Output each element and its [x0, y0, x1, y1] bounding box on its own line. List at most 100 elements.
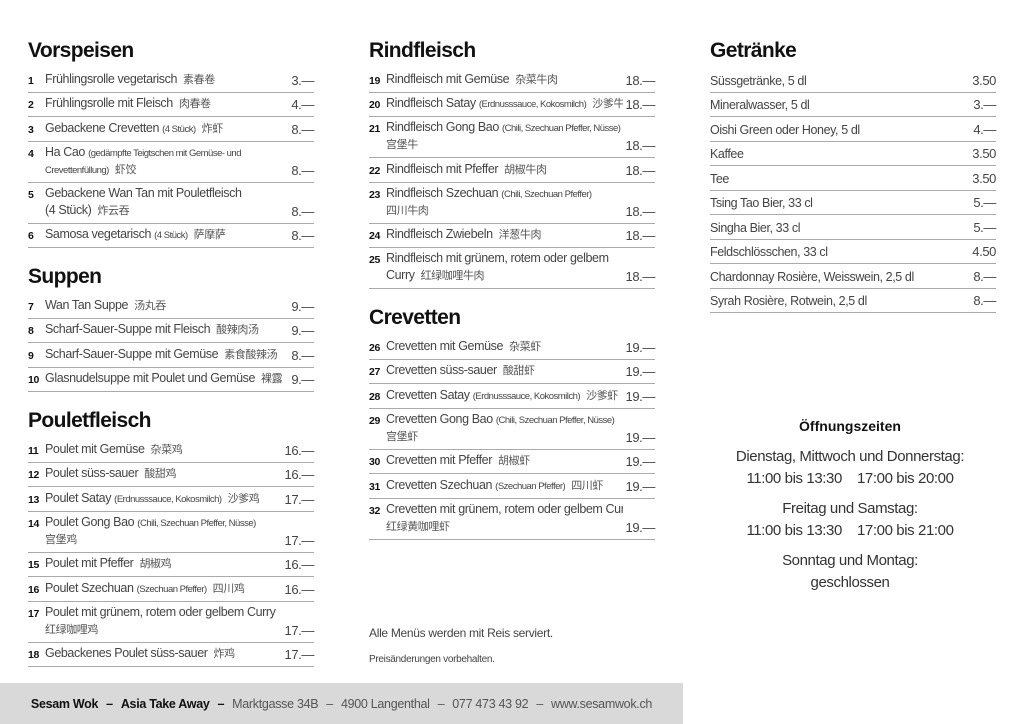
item-number: 25	[369, 254, 380, 266]
item-line: Gebackene Wan Tan mit Pouletfleisch	[45, 185, 282, 202]
item-description: Rindfleisch Szechuan (Chili, Szechuan Pf…	[386, 185, 623, 219]
item-description: Rindfleisch Zwiebeln 洋葱牛肉	[386, 226, 623, 243]
chinese-name: 萨摩萨	[193, 229, 226, 241]
item-price: 9.—	[291, 372, 314, 387]
chinese-name: 素食酸辣汤	[224, 348, 278, 361]
menu-item: 1 Frühlingsrolle vegetarisch 素春卷 3.—	[28, 68, 314, 93]
section-title: Crevetten	[369, 306, 461, 329]
item-price: 8.—	[291, 121, 314, 137]
menu-item: 18 Gebackenes Poulet süss-sauer 炸鸡 17.—	[28, 643, 314, 667]
drink-name: Mineralwasser, 5 dl	[710, 98, 810, 112]
price-note: Preisänderungen vorbehalten.	[369, 654, 495, 665]
item-number: 8	[28, 325, 34, 337]
item-number: 22	[369, 164, 380, 177]
item-price: 8.—	[291, 228, 314, 243]
item-line: Crevetten Satay (Erdnusssauce, Kokosmilc…	[386, 387, 623, 404]
item-line: Poulet süss-sauer 酸甜鸡	[45, 465, 282, 482]
item-description: Wan Tan Suppe 汤丸吞	[45, 297, 282, 314]
menu-item: 27 Crevetten süss-sauer 酸甜虾 19.—	[369, 360, 656, 384]
item-note: (Chili, Szechuan Pfeffer)	[501, 188, 592, 200]
item-description: Crevetten Satay (Erdnusssauce, Kokosmilc…	[386, 387, 623, 404]
menu-item: 26 Crevetten mit Gemüse 杂菜虾 19.—	[369, 335, 655, 360]
drink-name: Feldschlösschen, 33 cl	[710, 245, 828, 259]
menu-item: 11 Poulet mit Gemüse 杂菜鸡 16.—	[28, 438, 314, 463]
item-price: 19.—	[625, 364, 656, 379]
rice-note: Alle Menüs werden mit Reis serviert.	[369, 626, 553, 640]
menu-item: 2 Frühlingsrolle mit Fleisch 肉春卷 4.—	[28, 93, 314, 117]
chinese-name: 洋葱牛肉	[498, 229, 542, 241]
item-line: Crevetten mit Gemüse 杂菜虾	[386, 338, 623, 355]
item-line: Glasnudelsuppe mit Poulet und Gemüse 裸露汤	[45, 370, 282, 387]
item-number: 23	[369, 188, 380, 201]
item-note: (Erdnusssauce, Kokosmilch)	[478, 99, 587, 110]
item-number: 18	[28, 649, 39, 661]
hours-days: Dienstag, Mittwoch und Donnerstag:	[735, 448, 965, 465]
item-number: 20	[369, 99, 380, 111]
chinese-name: 炸云吞	[97, 204, 130, 217]
chinese-name: 裸露汤	[261, 373, 282, 385]
item-price: 8.—	[291, 203, 314, 219]
item-description: Poulet mit Gemüse 杂菜鸡	[45, 441, 282, 458]
item-note: (Chili, Szechuan Pfeffer, Nüsse)	[495, 414, 615, 426]
item-description: Crevetten mit Pfeffer 胡椒虾	[386, 452, 623, 469]
item-note: (Chili, Szechuan Pfeffer, Nüsse)	[501, 123, 621, 134]
item-number: 4	[28, 147, 34, 160]
menu-item: 20 Rindfleisch Satay (Erdnusssauce, Kokos…	[369, 93, 655, 117]
menu-item: 3 Gebackene Crevetten (4 Stück) 炸虾 8.—	[28, 117, 314, 142]
item-name: Crevetten mit grünem, rotem oder gelbem …	[386, 501, 623, 516]
chinese-name: 沙爹虾	[586, 389, 618, 402]
item-line: Samosa vegetarisch (4 Stück) 萨摩萨	[45, 226, 282, 243]
item-name: Scharf-Sauer-Suppe mit Gemüse	[45, 346, 219, 361]
drink-price: 8.—	[973, 268, 996, 284]
drink-item: Syrah Rosière, Rotwein, 2,5 dl 8.—	[710, 289, 996, 313]
item-description: Crevetten mit Gemüse 杂菜虾	[386, 338, 623, 355]
item-line: Frühlingsrolle vegetarisch 素春卷	[45, 71, 282, 88]
city: 4900 Langenthal	[340, 696, 430, 711]
item-description: Poulet Szechuan (Szechuan Pfeffer) 四川鸡	[45, 580, 282, 597]
item-description: Crevetten Gong Bao (Chili, Szechuan Pfef…	[386, 411, 623, 445]
item-description: Rindfleisch Gong Bao (Chili, Szechuan Pf…	[386, 119, 623, 153]
section-gap	[369, 289, 655, 303]
hours-days: Sonntag und Montag:	[782, 552, 918, 569]
chinese-name: 胡椒鸡	[139, 558, 172, 570]
footer: Sesam Wok – Asia Take Away – Marktgasse 34…	[0, 683, 683, 724]
item-name: Rindfleisch mit Pfeffer	[386, 161, 499, 176]
chinese-name: 杂菜鸡	[150, 443, 183, 456]
item-description: Gebackenes Poulet süss-sauer 炸鸡	[45, 645, 282, 662]
menu-item: 28 Crevetten Satay (Erdnusssauce, Kokosmi…	[369, 384, 655, 409]
item-name: Rindfleisch mit grünem, rotem oder gelbe…	[386, 251, 609, 265]
item-number: 21	[369, 123, 380, 135]
section-gap	[28, 392, 314, 406]
item-name: Rindfleisch Szechuan	[386, 185, 499, 200]
item-line: 宫堡虾	[386, 428, 623, 445]
item-name: Ha Cao	[45, 144, 85, 159]
item-number: 13	[28, 493, 39, 506]
item-line: 宫堡鸡	[45, 531, 282, 548]
section-gap	[28, 248, 314, 262]
item-name: Scharf-Sauer-Suppe mit Fleisch	[45, 322, 211, 336]
item-number: 29	[369, 414, 380, 427]
item-description: Poulet süss-sauer 酸甜鸡	[45, 465, 282, 482]
item-line: 宫堡牛	[386, 136, 623, 153]
item-description: Gebackene Wan Tan mit Pouletfleisch (4 St…	[45, 185, 282, 219]
item-number: 3	[28, 123, 34, 136]
item-description: Poulet mit Pfeffer 胡椒鸡	[45, 555, 282, 572]
item-line: Poulet mit grünem, rotem oder gelbem Cur…	[45, 604, 282, 621]
item-name: Rindfleisch Zwiebeln	[386, 227, 493, 241]
drink-name: Oishi Green oder Honey, 5 dl	[710, 122, 860, 137]
item-number: 1	[28, 74, 34, 87]
item-description: Crevetten süss-sauer 酸甜虾	[386, 362, 623, 379]
menu-item: 15 Poulet mit Pfeffer 胡椒鸡 16.—	[28, 553, 314, 577]
separator: –	[437, 696, 445, 711]
item-line: Rindfleisch mit Gemüse 杂菜牛肉	[386, 71, 623, 88]
item-description: Poulet Satay (Erdnusssauce, Kokosmilch) 沙…	[45, 490, 282, 507]
menu-item: 12 Poulet süss-sauer 酸甜鸡 16.—	[28, 463, 314, 487]
website-link[interactable]: www.sesamwok.ch	[550, 696, 653, 711]
phone[interactable]: 077 473 43 92	[452, 696, 529, 711]
item-description: Rindfleisch mit grünem, rotem oder gelbe…	[386, 250, 623, 284]
drink-item: Singha Bier, 33 cl 5.—	[710, 215, 996, 240]
drink-name: Singha Bier, 33 cl	[710, 220, 801, 235]
item-name: Rindfleisch Gong Bao	[386, 120, 499, 134]
section-title: Suppen	[28, 265, 102, 288]
separator: –	[326, 696, 333, 711]
